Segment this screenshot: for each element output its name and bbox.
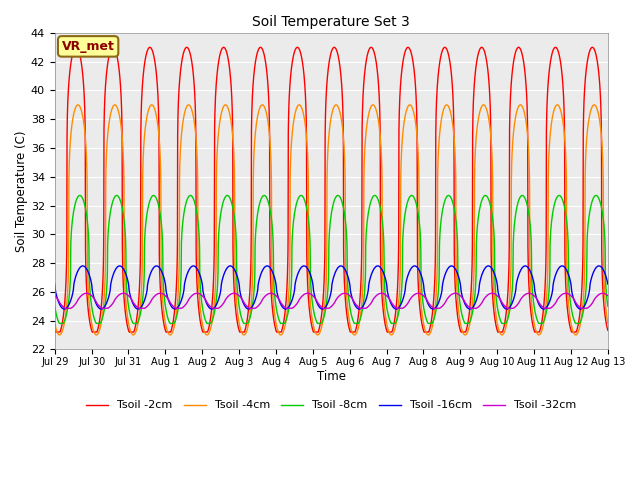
Tsoil -4cm	[604, 320, 612, 326]
Text: VR_met: VR_met	[61, 40, 115, 53]
Tsoil -32cm	[604, 293, 612, 299]
Tsoil -8cm	[464, 321, 472, 326]
Tsoil -32cm	[411, 292, 419, 298]
Tsoil -32cm	[262, 292, 270, 298]
Tsoil -2cm	[464, 322, 472, 328]
Tsoil -8cm	[506, 308, 513, 314]
Tsoil -16cm	[595, 263, 603, 269]
Tsoil -16cm	[383, 281, 390, 287]
Tsoil -4cm	[152, 108, 159, 114]
Line: Tsoil -4cm: Tsoil -4cm	[55, 105, 608, 335]
Line: Tsoil -16cm: Tsoil -16cm	[55, 266, 608, 309]
Tsoil -2cm	[51, 327, 59, 333]
Tsoil -32cm	[383, 293, 390, 299]
Tsoil -4cm	[411, 113, 419, 119]
Tsoil -16cm	[506, 304, 513, 310]
Tsoil -32cm	[415, 290, 422, 296]
Tsoil -4cm	[464, 329, 472, 335]
Tsoil -2cm	[52, 329, 60, 335]
Tsoil -2cm	[604, 327, 612, 333]
Tsoil -32cm	[51, 293, 59, 299]
Legend: Tsoil -2cm, Tsoil -4cm, Tsoil -8cm, Tsoil -16cm, Tsoil -32cm: Tsoil -2cm, Tsoil -4cm, Tsoil -8cm, Tsoi…	[82, 396, 580, 415]
Tsoil -4cm	[383, 320, 390, 326]
Tsoil -32cm	[61, 305, 69, 311]
Tsoil -16cm	[604, 281, 612, 287]
Tsoil -16cm	[464, 305, 472, 311]
Tsoil -16cm	[262, 263, 270, 269]
Tsoil -2cm	[383, 327, 390, 333]
Tsoil -8cm	[604, 303, 612, 309]
Tsoil -2cm	[411, 72, 419, 77]
Tsoil -8cm	[262, 194, 270, 200]
Line: Tsoil -8cm: Tsoil -8cm	[55, 195, 608, 324]
Tsoil -2cm	[506, 126, 513, 132]
Tsoil -16cm	[51, 281, 59, 287]
Tsoil -16cm	[245, 306, 253, 312]
Tsoil -8cm	[51, 303, 59, 309]
Tsoil -32cm	[506, 305, 513, 311]
Tsoil -4cm	[424, 332, 432, 338]
Line: Tsoil -2cm: Tsoil -2cm	[55, 48, 608, 332]
Tsoil -4cm	[221, 102, 229, 108]
Y-axis label: Soil Temperature (C): Soil Temperature (C)	[15, 131, 28, 252]
Tsoil -8cm	[56, 321, 63, 326]
Tsoil -8cm	[383, 303, 390, 309]
Tsoil -4cm	[51, 320, 59, 326]
Title: Soil Temperature Set 3: Soil Temperature Set 3	[252, 15, 410, 29]
Tsoil -16cm	[411, 263, 419, 269]
Tsoil -8cm	[152, 194, 159, 200]
Tsoil -32cm	[464, 303, 472, 309]
Tsoil -16cm	[152, 264, 159, 269]
Tsoil -2cm	[589, 45, 596, 50]
Tsoil -8cm	[408, 192, 415, 198]
Tsoil -32cm	[152, 293, 159, 299]
Tsoil -4cm	[506, 295, 513, 301]
Tsoil -4cm	[262, 109, 270, 115]
Tsoil -8cm	[411, 196, 419, 202]
Tsoil -2cm	[262, 63, 270, 69]
X-axis label: Time: Time	[317, 370, 346, 383]
Tsoil -2cm	[152, 61, 159, 67]
Line: Tsoil -32cm: Tsoil -32cm	[55, 293, 608, 308]
